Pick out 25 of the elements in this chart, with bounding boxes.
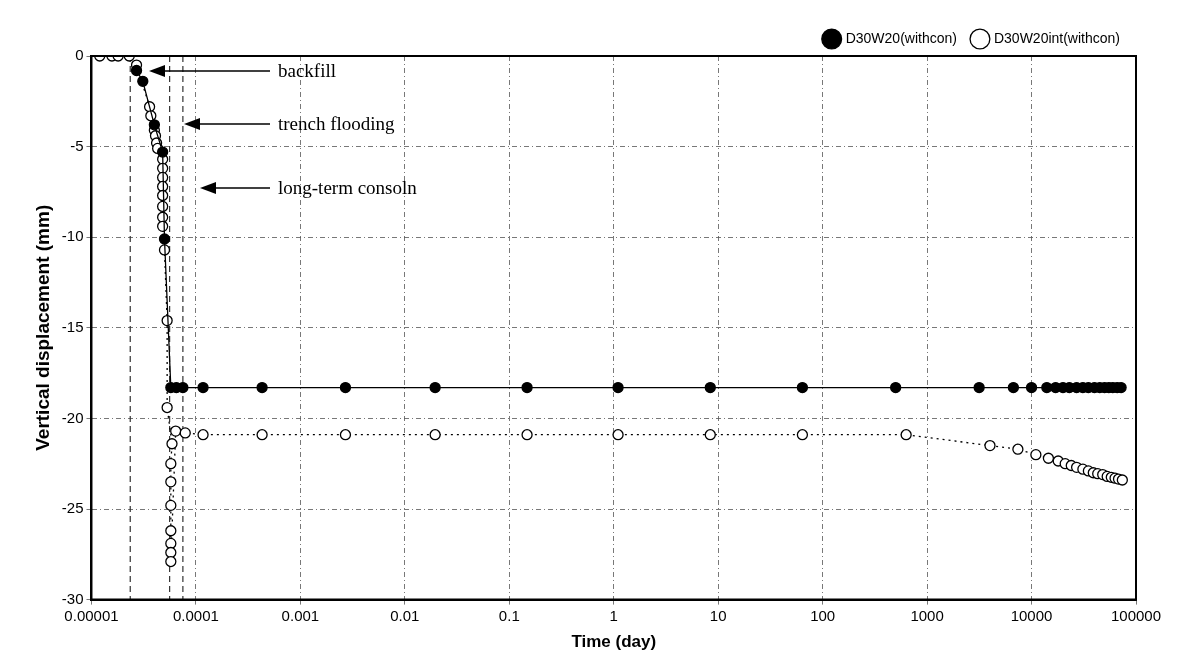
y-axis-title: Vertical displacement (mm) [31, 204, 53, 451]
annotation: long-term consoln [278, 176, 417, 200]
legend-label: D30W20int(withcon) [993, 29, 1121, 46]
annotation: trench flooding [278, 112, 395, 136]
y-tick-label: 0 [75, 46, 84, 64]
x-tick-label: 1000 [910, 606, 944, 624]
y-tick-label: -25 [61, 499, 84, 517]
y-tick-label: -20 [61, 408, 84, 426]
x-tick-label: 0.0001 [172, 606, 219, 624]
y-tick-label: -5 [70, 136, 84, 154]
x-tick-label: 100000 [1110, 606, 1162, 624]
x-axis-title: Time (day) [571, 632, 657, 652]
y-tick-label: -30 [61, 589, 84, 607]
x-tick-label: 100 [810, 606, 836, 624]
x-tick-label: 0.00001 [64, 606, 119, 624]
y-tick-label: -10 [61, 227, 84, 245]
legend-label: D30W20(withcon) [845, 29, 957, 46]
x-tick-label: 0.001 [281, 606, 320, 624]
x-tick-label: 10 [709, 606, 727, 624]
x-tick-label: 1 [609, 606, 618, 624]
x-tick-label: 10000 [1010, 606, 1053, 624]
x-tick-label: 0.01 [390, 606, 420, 624]
x-tick-label: 0.1 [498, 606, 520, 624]
y-tick-label: -15 [61, 317, 84, 335]
annotation: backfill [278, 59, 337, 83]
